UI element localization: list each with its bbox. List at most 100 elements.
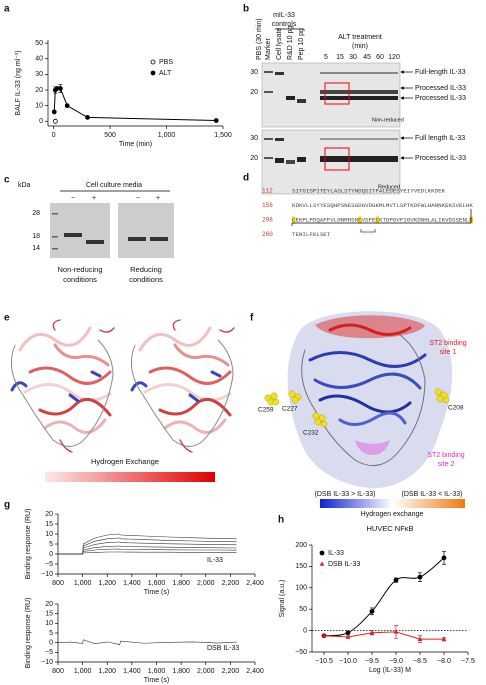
marker — [417, 636, 423, 641]
marker — [64, 103, 70, 109]
header: mIL-33 — [273, 12, 295, 19]
y-tick-label: 0 — [303, 627, 307, 634]
x-tick-label: 1,600 — [148, 580, 166, 587]
marker — [441, 636, 447, 641]
band — [64, 233, 82, 237]
annotation: Processed IL-33 — [415, 155, 466, 162]
band — [320, 156, 398, 162]
caption: conditions — [129, 275, 163, 284]
sequence: SITGISPITEYLASLSTYNDQSITFALEDESYEIYVEDLK… — [292, 188, 446, 195]
band — [275, 72, 284, 75]
lane-label: 45 — [363, 54, 371, 61]
panel-label: a — [4, 4, 10, 15]
lane-label: 120 — [388, 54, 400, 61]
residue-number: 208 — [262, 217, 273, 224]
x-tick-label: 1,000 — [158, 132, 176, 139]
x-tick-label: 1,400 — [123, 668, 141, 675]
kda-label: 20 — [250, 89, 258, 96]
marker — [393, 577, 399, 583]
band — [320, 72, 398, 74]
marker — [369, 630, 375, 635]
kda-label: 28 — [32, 210, 40, 217]
shape — [434, 388, 442, 396]
shape — [312, 412, 320, 420]
band — [320, 96, 398, 100]
lane-label: + — [156, 195, 160, 202]
site-label: ST2 binding — [427, 452, 464, 459]
shape — [314, 418, 322, 426]
cysteine-label: C208 — [448, 405, 464, 412]
x-axis-label: Time (s) — [144, 677, 169, 684]
series-line — [58, 537, 237, 555]
x-tick-label: 1,500 — [214, 132, 232, 139]
series-line — [57, 639, 237, 645]
y-axis-label: BALF IL-33 (ng ml⁻¹) — [15, 50, 22, 115]
y-tick-label: 10 — [45, 531, 53, 538]
condition: Non-reduced — [372, 117, 404, 123]
y-tick-label: 0 — [49, 640, 53, 647]
y-tick-label: 10 — [35, 103, 43, 110]
y-tick-label: 20 — [35, 87, 43, 94]
band — [320, 138, 398, 140]
bracket — [360, 229, 376, 233]
kda-label: 18 — [32, 233, 40, 240]
scale-end: (DSB IL-33 < IL-33) — [402, 491, 463, 498]
kda-label: 20 — [250, 155, 258, 162]
scale-label: Hydrogen Exchange — [91, 457, 159, 466]
surface — [355, 440, 390, 455]
lane-label: − — [136, 195, 140, 202]
series-line — [53, 87, 217, 122]
surface — [287, 311, 453, 489]
shape — [338, 411, 407, 426]
band — [52, 236, 58, 238]
panel-label: f — [250, 313, 254, 324]
cysteine-label: C232 — [303, 430, 319, 437]
x-tick-label: 800 — [52, 668, 64, 675]
shape — [288, 390, 296, 398]
kda-label: 14 — [32, 245, 40, 252]
marker — [213, 118, 219, 123]
legend-label: IL-33 — [328, 550, 344, 557]
cysteine-label: C259 — [258, 407, 274, 414]
annotation: Full length IL-33 — [415, 135, 465, 142]
cysteine-highlight — [292, 216, 296, 224]
y-tick-label: −5 — [45, 649, 53, 656]
panel-label: c — [4, 175, 10, 186]
lane-label: R&D 10 pg — [287, 26, 294, 60]
residue-number: 112 — [262, 188, 273, 195]
band — [264, 91, 273, 93]
marker — [51, 109, 57, 115]
legend-label: PBS — [159, 59, 173, 66]
gel — [118, 203, 174, 258]
y-axis-label: Binding response (RU) — [25, 598, 32, 669]
band — [264, 138, 273, 140]
y-tick-label: 150 — [295, 563, 307, 570]
y-tick-label: −10 — [41, 659, 53, 666]
structure — [9, 318, 116, 454]
lane-label: PBS (30 min) — [256, 18, 263, 60]
shape — [270, 392, 278, 400]
marker — [369, 608, 375, 614]
legend-label: ALT — [159, 70, 172, 77]
shape — [318, 394, 412, 414]
x-tick-label: 1,600 — [148, 668, 166, 675]
marker — [393, 629, 399, 634]
legend-marker — [319, 561, 325, 566]
shape — [436, 395, 444, 403]
y-tick-label: 0 — [49, 551, 53, 558]
x-tick-label: 1,800 — [172, 668, 190, 675]
structure-f — [264, 311, 453, 489]
band — [275, 138, 284, 141]
shape — [291, 396, 299, 404]
x-tick-label: −10.0 — [339, 658, 357, 665]
x-tick-label: 1,200 — [98, 580, 116, 587]
x-tick-label: 2,200 — [222, 580, 240, 587]
header: Cell culture media — [86, 182, 142, 189]
cysteine-label: C227 — [282, 406, 298, 413]
shape — [328, 323, 412, 336]
series-line — [323, 631, 444, 640]
shape — [313, 372, 422, 390]
gel — [50, 203, 110, 258]
x-tick-label: 2,000 — [197, 668, 215, 675]
